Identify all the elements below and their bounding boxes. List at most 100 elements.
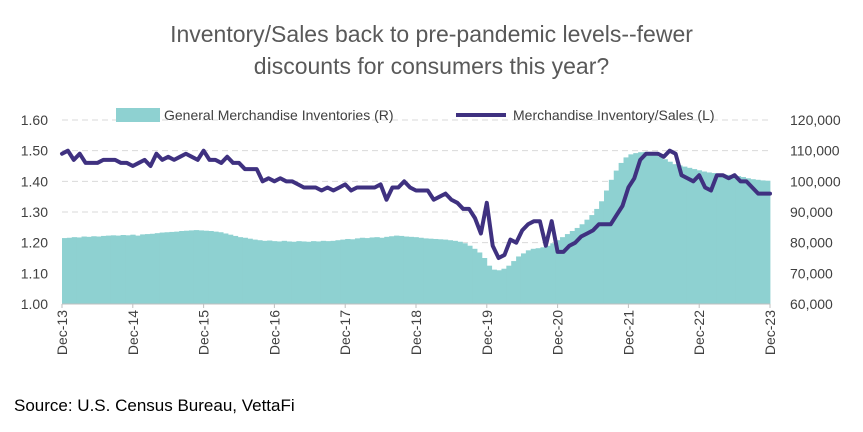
area-bar [408,236,414,304]
y-left-tick-label: 1.50 [21,143,48,159]
area-bar [208,231,214,304]
area-bar [711,173,717,304]
area-bar [760,180,766,304]
area-bar [86,236,92,304]
area-bar [66,237,73,304]
y-left-tick-label: 1.40 [21,173,48,189]
chart-title-line-1: Inventory/Sales back to pre-pandemic lev… [170,21,693,47]
x-tick-label: Dec-20 [550,310,566,355]
area-bar [218,232,224,304]
area-bar [311,241,317,304]
area-bar [315,241,322,304]
area-bar [686,167,693,304]
area-bar [462,243,468,304]
area-bar [579,224,585,304]
area-bar [452,240,458,304]
area-bar [730,175,737,304]
area-bar [242,237,248,304]
legend-swatch-area [116,108,160,122]
area-bar [652,154,659,304]
area-bar [101,235,107,304]
area-bar [735,176,742,304]
area-bar [140,234,146,304]
area-bar [291,241,297,304]
chart-title: Inventory/Sales back to pre-pandemic lev… [0,18,863,82]
y-left-tick-label: 1.30 [21,204,48,220]
area-bar [433,238,439,304]
area-bar [481,258,488,304]
area-bar [335,240,341,304]
x-tick-label: Dec-23 [762,310,778,355]
area-bar [643,151,649,304]
area-bar [545,245,551,304]
area-bar [149,233,156,304]
legend-label-line: Merchandise Inventory/Sales (L) [513,107,715,123]
area-bar [530,248,537,304]
area-bar [276,241,283,304]
x-tick-label: Dec-14 [125,310,141,355]
x-tick-label: Dec-19 [479,310,495,355]
area-bar [628,154,634,304]
area-bar [213,231,219,304]
area-bar [271,241,278,304]
area-bar [301,241,307,304]
area-bar [81,236,87,304]
area-bar [696,170,703,304]
area-bar [389,236,395,304]
area-bar [540,247,546,304]
area-bar [364,238,371,304]
area-bar [423,238,429,304]
area-bar [188,230,195,304]
area-bar [442,239,449,304]
area-bar [755,179,761,304]
area-bar [516,256,522,304]
area-bar [62,238,68,304]
area-bar [398,235,405,304]
area-bar [71,237,78,304]
x-tick-label: Dec-15 [196,310,212,355]
area-bar [647,152,654,304]
area-bar [569,231,576,304]
area-bar [740,177,746,304]
y-right-tick-label: 80,000 [790,235,833,251]
y-left-tick-label: 1.20 [21,235,48,251]
area-bar [633,153,639,304]
area-bar [403,236,410,304]
source-note: Source: U.S. Census Bureau, VettaFi [14,396,295,415]
area-bar [428,238,434,304]
area-bar [623,157,629,304]
area-bar [613,170,620,304]
area-bar [418,237,424,304]
y-right-tick-label: 120,000 [790,112,841,128]
area-bar [281,240,287,304]
area-bar [564,234,571,304]
area-bar [745,178,751,304]
area-bar [286,241,292,304]
area-bar [726,174,732,304]
area-bar [169,231,175,304]
area-bar [340,239,346,304]
x-tick-label: Dec-17 [337,310,353,355]
area-bar [691,169,698,304]
area-bar [472,248,478,304]
area-bar [267,240,273,304]
area-bar [203,230,209,304]
y-right-tick-label: 70,000 [790,265,833,281]
x-tick-label: Dec-18 [408,310,424,355]
y-right-tick-label: 90,000 [790,204,833,220]
legend-label-area: General Merchandise Inventories (R) [164,107,394,123]
area-bar [467,245,473,304]
area-bar [110,235,117,304]
area-bar [125,235,131,304]
area-bar [511,261,517,304]
area-bar [584,219,590,304]
area-bar [369,237,375,304]
area-bar [662,159,668,304]
y-left-tick-label: 1.60 [21,112,48,128]
area-bar [520,253,527,304]
area-bar [350,239,356,304]
area-bar [721,174,727,304]
area-bar [257,240,263,304]
